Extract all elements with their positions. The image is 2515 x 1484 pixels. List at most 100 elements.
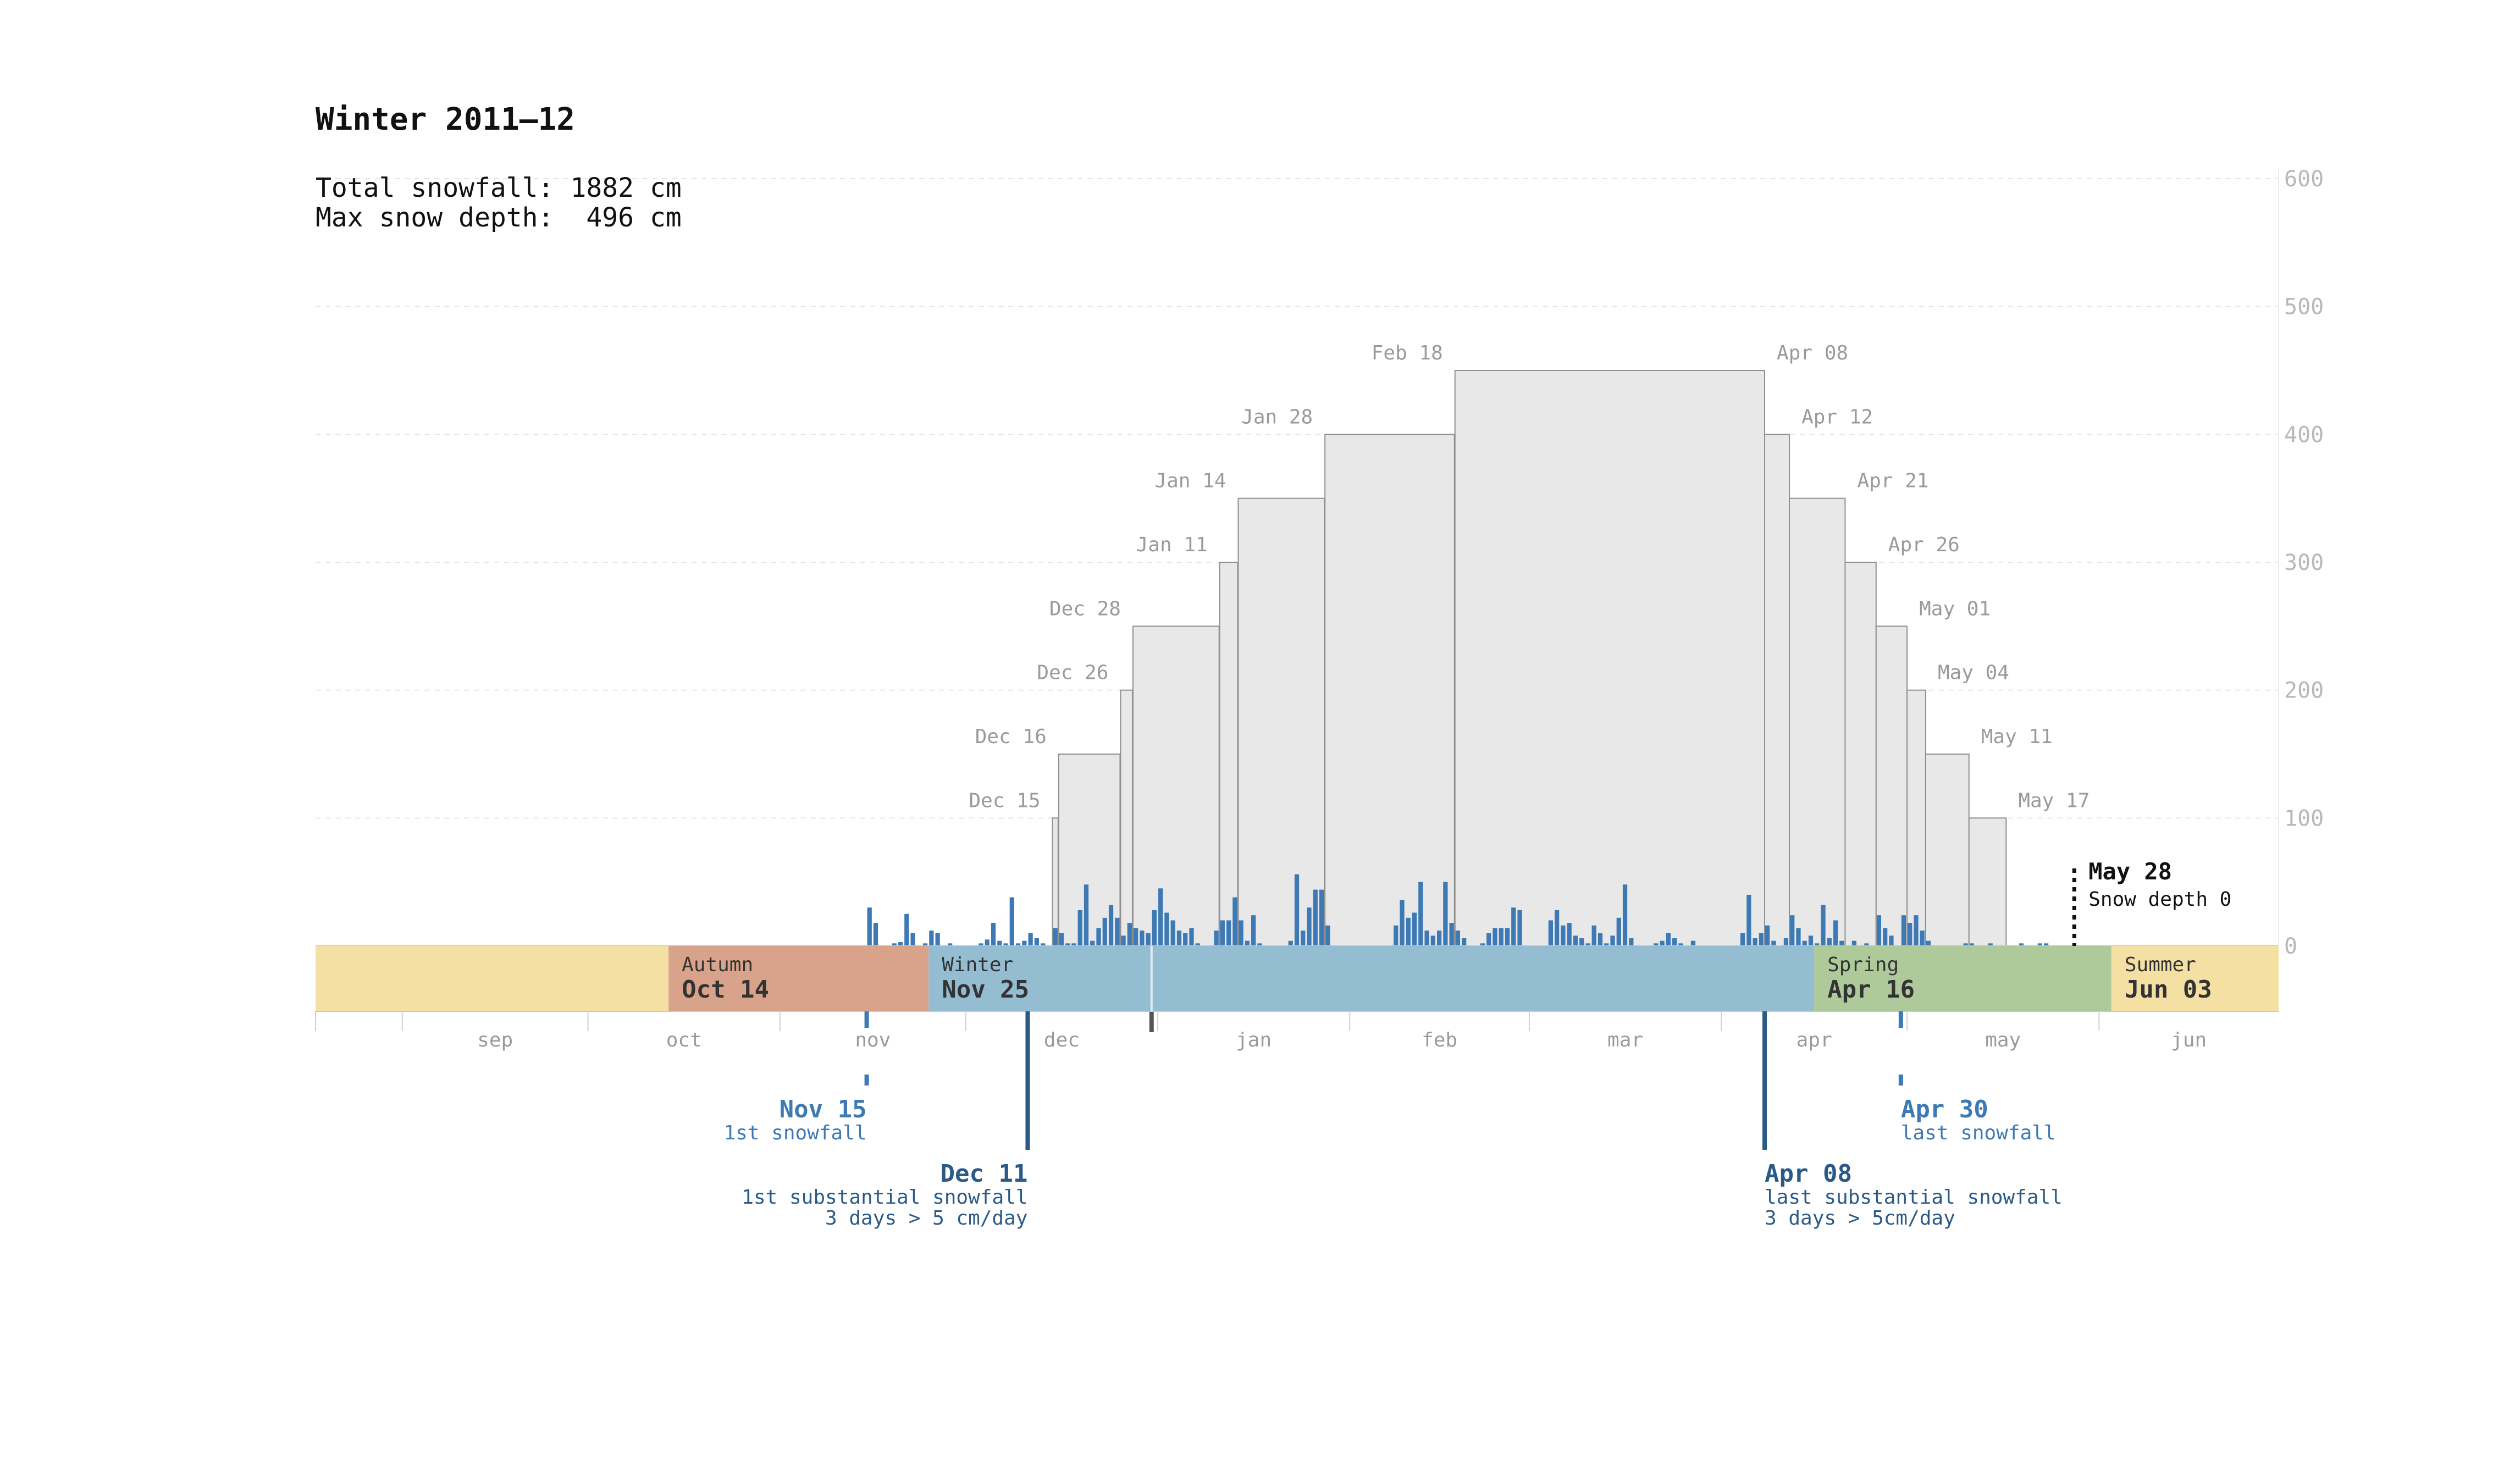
snowfall-bar xyxy=(1573,935,1578,946)
snowfall-bar xyxy=(1108,905,1114,946)
snowfall-bar xyxy=(1604,943,1609,946)
snowfall-bar xyxy=(1424,931,1429,946)
depth-step-label: Apr 26 xyxy=(1888,534,1960,556)
snowfall-bar xyxy=(1901,915,1906,946)
snowfall-bar xyxy=(1400,900,1405,946)
season-summer-previous xyxy=(316,946,669,1011)
snowfall-bar xyxy=(1864,943,1869,946)
depth-step xyxy=(1324,434,1455,946)
month-label: mar xyxy=(1607,1029,1643,1051)
snowfall-bar xyxy=(991,923,996,946)
snowfall-bar xyxy=(1028,933,1033,946)
season-spring xyxy=(1814,946,2112,1011)
season-summer xyxy=(2111,946,2279,1011)
snowfall-bar xyxy=(1753,938,1757,946)
depth-step-label: Apr 08 xyxy=(1777,342,1848,364)
snowfall-bar xyxy=(1251,915,1256,946)
season-winter xyxy=(928,946,1815,1011)
snowfall-bar xyxy=(1436,931,1442,946)
snowfall-bar xyxy=(1908,923,1912,946)
depth-step-label: Jan 11 xyxy=(1136,534,1208,556)
season-name: Winter xyxy=(942,954,1013,976)
y-tick-label: 300 xyxy=(2284,550,2324,575)
snowfall-bar xyxy=(1654,943,1659,946)
snowfall-bar xyxy=(1462,938,1467,946)
stat-max-depth: Max snow depth: 496 cm xyxy=(316,202,682,233)
depth-step xyxy=(1968,817,2007,947)
snowfall-bar xyxy=(1554,910,1560,946)
y-tick-label: 600 xyxy=(2284,167,2324,192)
snowfall-bar xyxy=(1591,925,1596,946)
snowfall-bar xyxy=(1827,938,1832,946)
snowfall-bar xyxy=(1170,920,1175,946)
snowfall-bar xyxy=(1920,931,1925,946)
stat-total-snowfall-label: Total snowfall: xyxy=(316,173,554,203)
snowfall-bar xyxy=(1226,920,1231,946)
snowfall-bar xyxy=(1790,915,1795,946)
last-snowfall-date: Apr 30 xyxy=(1901,1095,1988,1123)
snowfall-bar xyxy=(1418,882,1423,946)
season-start-date: Nov 25 xyxy=(942,976,1029,1004)
month-label: may xyxy=(1985,1029,2021,1051)
depth-step xyxy=(1132,625,1220,947)
season-name: Summer xyxy=(2125,954,2196,976)
stat-max-depth-value: 496 cm xyxy=(570,202,681,233)
season-start-date: Apr 16 xyxy=(1827,976,1915,1004)
snowfall-bar xyxy=(1963,943,1968,946)
y-tick-label: 500 xyxy=(2284,295,2324,320)
snowfall-bar xyxy=(1301,931,1306,946)
last-substantial-note: 3 days > 5cm/day xyxy=(1765,1207,1955,1230)
snowfall-bar xyxy=(1183,933,1188,946)
snowfall-bar xyxy=(898,942,903,946)
snowfall-bar xyxy=(1765,925,1770,946)
snowfall-bar xyxy=(1678,943,1683,946)
snowfall-bar xyxy=(1239,920,1243,946)
first-snowfall-date: Nov 15 xyxy=(780,1095,867,1123)
snowfall-bar xyxy=(1622,884,1628,946)
snowfall-bar xyxy=(910,933,915,946)
depth-step-label: Feb 18 xyxy=(1372,342,1443,364)
first-substantial-note: 1st substantial snowfall xyxy=(742,1186,1027,1209)
snowfall-bar xyxy=(1802,940,1807,946)
season-name: Spring xyxy=(1827,954,1899,976)
snowfall-bar xyxy=(1430,935,1435,946)
snowfall-bar xyxy=(1065,943,1070,946)
snowfall-bar xyxy=(1629,938,1634,946)
snowfall-bar xyxy=(873,923,878,946)
y-axis: 0 100 200 300 400 500 600 xyxy=(2278,167,2324,959)
snowfall-bar xyxy=(1071,943,1076,946)
snowfall-bar xyxy=(1090,940,1095,946)
snowfall-bar xyxy=(1121,935,1126,946)
depth-step-label: Dec 15 xyxy=(969,789,1040,812)
depth-step-label: Jan 14 xyxy=(1154,470,1226,492)
y-tick-label: 200 xyxy=(2284,678,2324,704)
snowfall-bar xyxy=(1294,874,1300,946)
snowfall-bar xyxy=(1158,888,1163,946)
snowfall-bar xyxy=(1833,920,1838,946)
season-autumn xyxy=(668,946,929,1011)
snowfall-bar xyxy=(1003,943,1008,946)
season-start-date: Oct 14 xyxy=(682,976,769,1004)
month-label: sep xyxy=(477,1029,513,1051)
last-substantial-date: Apr 08 xyxy=(1765,1160,1852,1188)
snowfall-bar xyxy=(1988,943,1993,946)
y-tick-label: 100 xyxy=(2284,806,2324,831)
depth-step xyxy=(1219,562,1239,946)
snowfall-bar xyxy=(1406,917,1411,946)
snowfall-bar xyxy=(1009,897,1014,946)
snowfall-bar xyxy=(904,913,909,946)
snowfall-bar xyxy=(1127,923,1132,946)
snowfall-bar xyxy=(985,939,990,946)
snow-free-note: Snow depth 0 xyxy=(2088,888,2231,911)
depth-step-label: Dec 26 xyxy=(1037,662,1108,684)
snowfall-bar xyxy=(1610,935,1615,946)
snowfall-bar xyxy=(1969,943,1975,946)
snowfall-bar xyxy=(1517,910,1522,946)
snowfall-bar xyxy=(922,943,928,946)
snowfall-bar xyxy=(1851,940,1856,946)
snow-free-date: May 28 xyxy=(2088,858,2172,885)
snowfall-bar xyxy=(1232,897,1237,946)
depth-step-label: May 11 xyxy=(1981,726,2053,748)
